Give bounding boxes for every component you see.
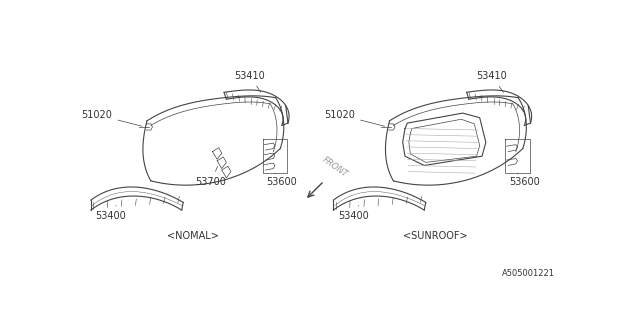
Text: FRONT: FRONT [320,155,349,179]
Text: 53400: 53400 [338,205,369,221]
Text: 53410: 53410 [477,71,508,92]
Text: 53600: 53600 [266,173,297,187]
Text: 53410: 53410 [234,71,265,92]
Text: <SUNROOF>: <SUNROOF> [403,231,468,241]
Text: 53400: 53400 [95,205,126,221]
Text: 51020: 51020 [81,110,142,126]
Text: 53700: 53700 [196,166,227,187]
Text: 53600: 53600 [509,173,540,187]
Text: <NOMAL>: <NOMAL> [167,231,219,241]
Text: A505001221: A505001221 [502,268,555,277]
Text: 51020: 51020 [324,110,385,126]
